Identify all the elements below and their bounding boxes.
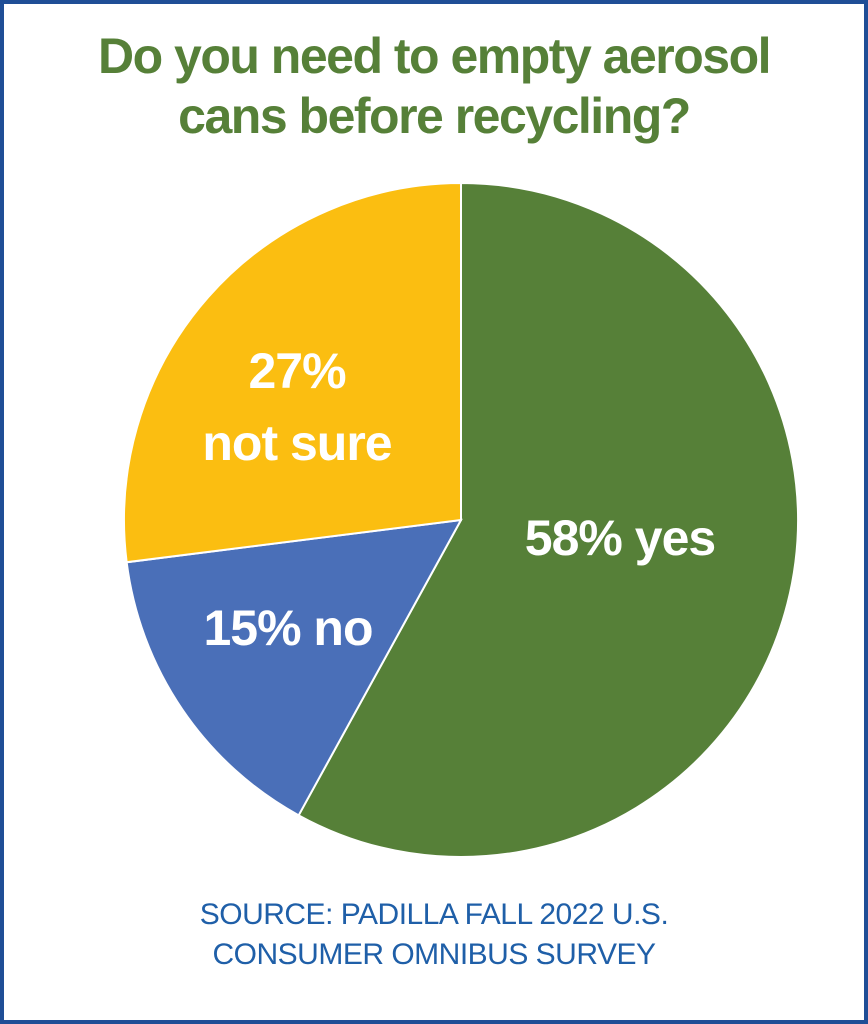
chart-title-line-2: cans before recycling? bbox=[178, 88, 691, 144]
pie-slice-not-sure bbox=[123, 181, 462, 564]
pie-label-not-sure-line: not sure bbox=[202, 415, 391, 471]
source-note: SOURCE: PADILLA FALL 2022 U.S. CONSUMER … bbox=[0, 895, 868, 975]
pie-label-yes-line: 58% yes bbox=[525, 510, 715, 566]
pie-label-no: 15% no bbox=[203, 600, 372, 656]
pie-label-yes: 58% yes bbox=[525, 510, 715, 566]
pie-slice-yes bbox=[297, 181, 799, 858]
source-line-2: CONSUMER OMNIBUS SURVEY bbox=[212, 938, 656, 971]
pie-label-no-line: 15% no bbox=[203, 600, 372, 656]
chart-title: Do you need to empty aerosol cans before… bbox=[0, 26, 868, 146]
chart-title-line-1: Do you need to empty aerosol bbox=[97, 28, 772, 84]
pie-slice-no bbox=[125, 518, 463, 817]
pie-slices bbox=[123, 181, 799, 858]
pie-labels: 58% yes 15% no 27% not sure bbox=[202, 343, 716, 656]
pie-label-not-sure-line: 27% bbox=[248, 343, 346, 399]
source-line-1: SOURCE: PADILLA FALL 2022 U.S. bbox=[199, 898, 669, 931]
pie-label-not-sure: 27% not sure bbox=[202, 343, 391, 471]
